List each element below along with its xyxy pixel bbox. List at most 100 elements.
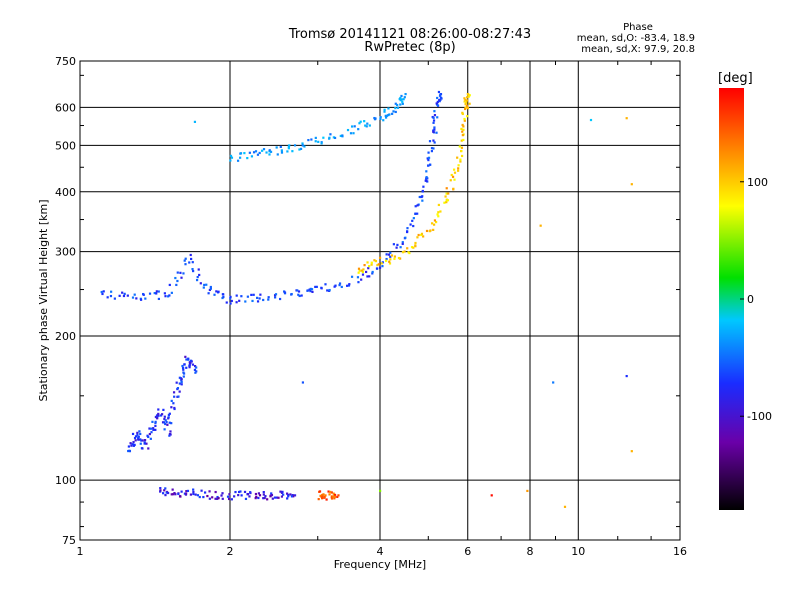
data-point — [463, 100, 466, 103]
data-point — [363, 264, 366, 267]
data-point — [139, 438, 142, 441]
data-point — [425, 229, 429, 233]
data-point — [235, 301, 238, 304]
x-tick-label: 16 — [673, 545, 687, 558]
data-point — [244, 300, 247, 303]
data-point — [155, 414, 159, 417]
data-point — [141, 447, 144, 450]
data-point — [436, 103, 439, 107]
data-point — [229, 302, 232, 305]
data-point — [177, 395, 180, 398]
data-point — [461, 134, 464, 137]
data-point — [254, 492, 258, 496]
data-point — [180, 378, 183, 381]
data-point — [464, 106, 467, 109]
data-point — [127, 449, 130, 453]
data-point — [216, 291, 220, 294]
data-point — [368, 124, 371, 127]
data-point — [256, 296, 259, 299]
data-point — [208, 490, 211, 493]
data-point — [361, 273, 365, 276]
data-point — [262, 497, 265, 500]
data-point — [432, 147, 435, 150]
data-point — [192, 490, 195, 494]
data-point — [159, 487, 162, 490]
data-point — [439, 98, 442, 101]
data-point — [292, 495, 295, 498]
data-point — [162, 492, 165, 495]
data-point — [425, 170, 428, 173]
data-point — [293, 144, 297, 147]
data-point — [189, 253, 192, 257]
data-point — [425, 176, 428, 179]
data-point — [463, 119, 466, 122]
y-axis-label: Stationary phase Virtual Height [km] — [37, 199, 50, 401]
data-point — [149, 437, 152, 440]
data-point — [416, 236, 419, 239]
colorbar-label: [deg] — [718, 71, 753, 86]
data-point — [379, 116, 382, 119]
data-point — [398, 98, 401, 101]
data-point — [286, 497, 289, 500]
data-point — [291, 494, 294, 497]
data-point — [287, 147, 290, 150]
data-point — [393, 257, 396, 260]
data-point — [192, 488, 195, 491]
data-point — [389, 258, 392, 261]
data-point — [404, 236, 407, 239]
data-point — [133, 443, 136, 447]
data-point — [183, 363, 186, 366]
data-point — [462, 125, 465, 128]
data-point — [437, 90, 441, 94]
data-point — [262, 490, 265, 494]
data-point — [341, 134, 344, 137]
data-point — [185, 366, 188, 369]
data-point — [625, 117, 628, 120]
data-point — [401, 242, 404, 246]
data-point — [464, 107, 467, 111]
data-point — [460, 154, 464, 158]
data-point — [374, 259, 378, 263]
data-point — [159, 414, 163, 417]
data-point — [385, 253, 388, 256]
data-point — [318, 490, 322, 493]
data-point — [169, 433, 172, 436]
data-point — [230, 498, 233, 501]
data-point — [352, 132, 355, 135]
data-point — [563, 505, 567, 508]
data-point — [144, 297, 147, 300]
chart-title: Tromsø 20141121 08:26:00-08:27:43 — [288, 27, 532, 42]
data-point — [436, 213, 439, 216]
data-point — [330, 491, 333, 494]
data-point — [131, 443, 134, 446]
colorbar-tick-label: 0 — [747, 293, 754, 306]
data-point — [129, 442, 132, 445]
data-point — [240, 295, 243, 298]
data-point — [375, 267, 379, 270]
data-point — [416, 204, 419, 207]
data-point — [404, 92, 407, 96]
data-point — [192, 269, 195, 273]
data-point — [291, 150, 294, 153]
data-point — [172, 493, 175, 496]
data-point — [299, 147, 303, 150]
data-point — [214, 490, 217, 494]
data-point — [181, 364, 184, 368]
data-point — [137, 438, 140, 441]
data-point — [248, 151, 251, 154]
data-point — [458, 145, 461, 148]
data-point — [264, 495, 267, 498]
data-point — [385, 114, 389, 117]
data-point — [110, 290, 113, 293]
data-point — [430, 147, 434, 150]
chart-subtitle: RwPretec (8p) — [364, 40, 456, 55]
data-point — [394, 110, 397, 114]
data-point — [460, 127, 463, 131]
data-point — [148, 427, 151, 430]
data-point — [446, 199, 450, 202]
data-point — [324, 494, 327, 497]
data-point — [374, 117, 377, 120]
data-point — [239, 152, 243, 155]
data-point — [127, 445, 130, 448]
data-point — [159, 489, 162, 492]
